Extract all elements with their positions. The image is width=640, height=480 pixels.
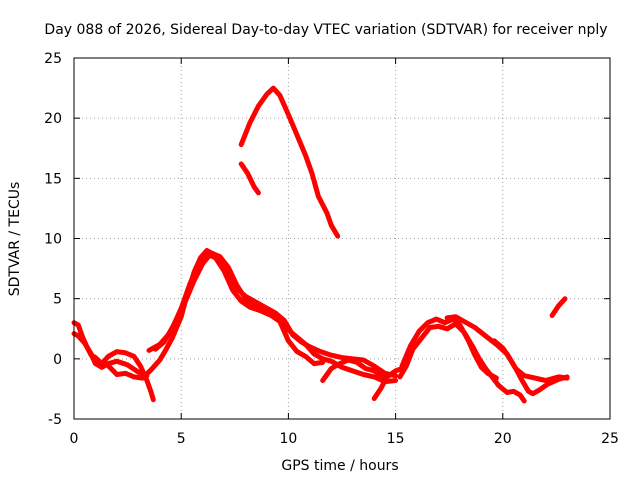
series-arc-11 <box>491 338 570 397</box>
x-tick-labels: 0 5 10 15 20 25 <box>70 431 619 447</box>
series-arc-12 <box>549 296 568 318</box>
y-tick-label: 15 <box>44 171 62 187</box>
y-tick-label: 0 <box>53 352 62 368</box>
y-tick-label: 25 <box>44 51 62 67</box>
x-tick-label: 15 <box>387 431 405 447</box>
y-tick-labels: -5 0 5 10 15 20 25 <box>44 51 62 428</box>
series-arc-6 <box>320 357 386 383</box>
y-tick-label: 5 <box>53 292 62 308</box>
series-arc-10 <box>444 314 570 383</box>
x-tick-label: 25 <box>601 431 619 447</box>
x-tick-label: 20 <box>494 431 512 447</box>
x-tick-label: 10 <box>279 431 297 447</box>
x-tick-label: 5 <box>177 431 186 447</box>
series-arc-5 <box>153 251 326 367</box>
chart-title: Day 088 of 2026, Sidereal Day-to-day VTE… <box>44 22 607 38</box>
y-tick-label: -5 <box>48 412 62 428</box>
y-tick-label: 20 <box>44 111 62 127</box>
series-arc-7 <box>371 366 405 401</box>
tick-marks <box>73 57 611 420</box>
x-tick-label: 0 <box>70 431 79 447</box>
series-arc-2 <box>71 331 150 379</box>
series-arc-13 <box>238 85 341 239</box>
y-axis-label: SDTVAR / TECUs <box>7 182 23 297</box>
y-tick-label: 10 <box>44 232 62 248</box>
series-arc-14 <box>238 161 261 196</box>
x-axis-label: GPS time / hours <box>281 458 398 474</box>
series-group <box>71 85 570 404</box>
